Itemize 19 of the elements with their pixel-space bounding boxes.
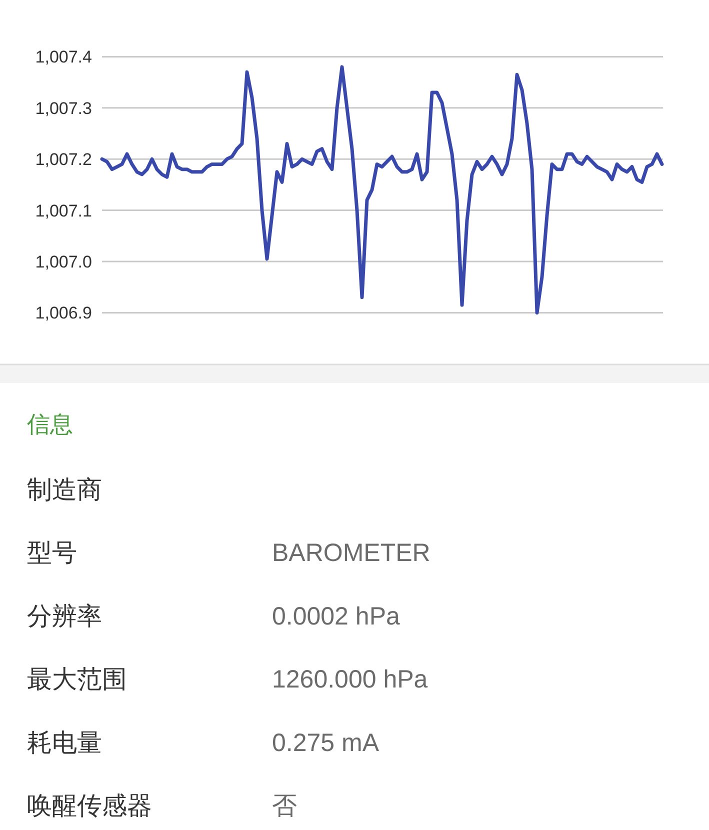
category-label: 型号 (27, 539, 77, 568)
text: 否 (272, 792, 297, 820)
y-tick-label: 1,007.1 (35, 200, 92, 220)
y-tick-label: 1,007.3 (35, 98, 92, 118)
text: 1260.000 hPa (272, 666, 428, 694)
category-label: 唤醒传感器 (27, 792, 152, 820)
y-tick-label: 1,007.4 (35, 47, 92, 66)
text: 信息 (27, 411, 73, 437)
line-series (100, 65, 664, 314)
text: BAROMETER (272, 539, 430, 568)
text: 0.0002 hPa (272, 602, 400, 630)
y-tick-label: 1,006.9 (35, 303, 92, 322)
y-tick-label: 1,007.0 (35, 252, 92, 271)
category-label: 最大范围 (27, 666, 127, 694)
y-tick-label: 1,007.2 (35, 150, 92, 169)
text: 0.275 mA (272, 728, 380, 757)
category-label: 制造商 (27, 476, 102, 504)
category-label: 分辨率 (27, 602, 102, 630)
category-label: 耗电量 (27, 728, 102, 757)
